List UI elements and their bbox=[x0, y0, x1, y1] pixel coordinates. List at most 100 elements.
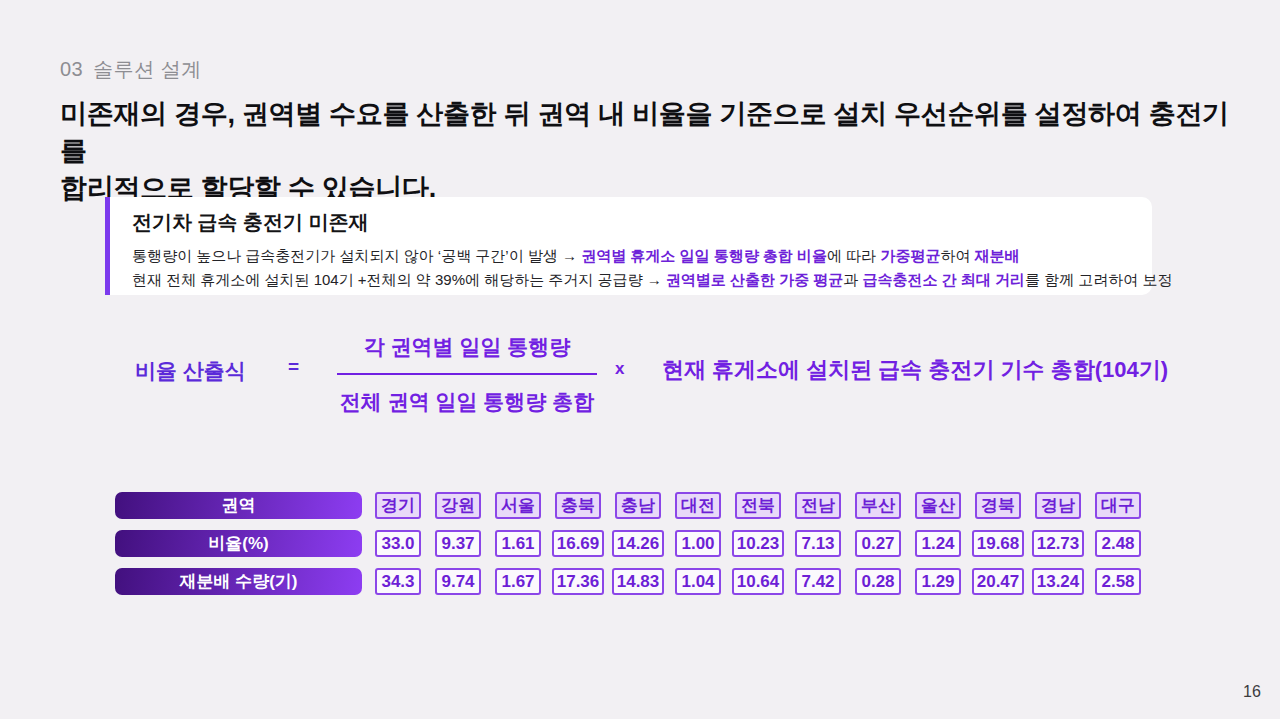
slide-page: 03 솔루션 설계 미존재의 경우, 권역별 수요를 산출한 뒤 권역 내 비율을… bbox=[0, 0, 1280, 719]
ratio-cell: 1.61 bbox=[495, 530, 541, 557]
text-segment: 하여 bbox=[940, 247, 974, 264]
highlight-segment: 급속충전소 간 최대 거리 bbox=[863, 271, 1026, 288]
row-header-region: 권역 bbox=[115, 492, 362, 519]
table-cell-slot: 강원 bbox=[428, 492, 488, 519]
region-cell: 충남 bbox=[615, 492, 661, 519]
text-segment: 통행량이 높으나 급속충전기가 설치되지 않아 ‘공백 구간’이 발생 → bbox=[132, 247, 581, 264]
table-cell-slot: 0.27 bbox=[848, 530, 908, 557]
ratio-cell: 12.73 bbox=[1032, 530, 1085, 557]
info-box: 전기차 급속 충전기 미존재 통행량이 높으나 급속충전기가 설치되지 않아 ‘… bbox=[105, 197, 1152, 295]
table-cell-slot: 20.47 bbox=[968, 568, 1028, 595]
table-cell-slot: 1.00 bbox=[668, 530, 728, 557]
table-cell-slot: 14.26 bbox=[608, 530, 668, 557]
count-cell: 1.67 bbox=[495, 568, 541, 595]
section-number: 03 bbox=[60, 58, 83, 80]
count-cells: 34.3 9.74 1.67 17.3614.83 1.04 10.64 7.42 0.28 1… bbox=[368, 568, 1148, 595]
table-row-count: 재분배 수량(기) 34.39.741.6717.3614.831.0410.6… bbox=[115, 568, 1148, 595]
table-cell-slot: 10.23 bbox=[728, 530, 788, 557]
region-cell: 부산 bbox=[855, 492, 901, 519]
count-cell: 10.64 bbox=[732, 568, 785, 595]
table-cell-slot: 부산 bbox=[848, 492, 908, 519]
ratio-cell: 10.23 bbox=[732, 530, 785, 557]
text-segment: 현재 전체 휴게소에 설치된 104기 +전체의 약 39%에 해당하는 주거지… bbox=[132, 271, 666, 288]
table-cell-slot: 33.0 bbox=[368, 530, 428, 557]
highlight-segment: 권역별로 산출한 가중 평균 bbox=[666, 271, 844, 288]
region-table: 권역 경기 강원 서울 충북 충남 대전 전북 전남 부산 울산 경북 경남 대구 비율(%) 33.0… bbox=[115, 492, 1148, 606]
highlight-segment: 재분배 bbox=[975, 247, 1020, 264]
section-title: 솔루션 설계 bbox=[93, 58, 202, 80]
region-cell: 서울 bbox=[495, 492, 541, 519]
ratio-cells: 33.0 9.37 1.61 16.69 14.26 1.00 10.23 7.13 0.27 1… bbox=[368, 530, 1148, 557]
ratio-cell: 1.00 bbox=[675, 530, 721, 557]
formula-fraction: 각 권역별 일일 통행량 전체 권역 일일 통행량 총합 bbox=[337, 333, 597, 416]
table-cell-slot: 19.68 bbox=[968, 530, 1028, 557]
formula-label: 비율 산출식 bbox=[135, 357, 246, 385]
row-header-ratio: 비율(%) bbox=[115, 530, 362, 557]
region-cell: 대전 bbox=[675, 492, 721, 519]
slide-heading: 미존재의 경우, 권역별 수요를 산출한 뒤 권역 내 비율을 기준으로 설치 … bbox=[60, 96, 1230, 207]
heading-line-1: 미존재의 경우, 권역별 수요를 산출한 뒤 권역 내 비율을 기준으로 설치 … bbox=[60, 96, 1230, 170]
page-number: 16 bbox=[1243, 683, 1261, 701]
table-cell-slot: 10.64 bbox=[728, 568, 788, 595]
table-cell-slot: 전남 bbox=[788, 492, 848, 519]
info-box-line-1: 통행량이 높으나 급속충전기가 설치되지 않아 ‘공백 구간’이 발생 → 권역… bbox=[132, 244, 1134, 268]
table-cell-slot: 경기 bbox=[368, 492, 428, 519]
region-cell: 울산 bbox=[915, 492, 961, 519]
multiply-sign: x bbox=[615, 359, 624, 379]
table-cell-slot: 7.42 bbox=[788, 568, 848, 595]
region-cell: 경남 bbox=[1035, 492, 1081, 519]
ratio-cell: 0.27 bbox=[855, 530, 901, 557]
text-segment: 를 함께 고려하여 보정 bbox=[1025, 271, 1173, 288]
count-cell: 17.36 bbox=[552, 568, 605, 595]
region-cell: 충북 bbox=[555, 492, 601, 519]
ratio-cell: 1.24 bbox=[915, 530, 961, 557]
formula-result: 현재 휴게소에 설치된 급속 충전기 기수 총합(104기) bbox=[662, 355, 1168, 385]
ratio-cell: 33.0 bbox=[375, 530, 421, 557]
count-cell: 9.74 bbox=[435, 568, 481, 595]
table-cell-slot: 경남 bbox=[1028, 492, 1088, 519]
table-cell-slot: 울산 bbox=[908, 492, 968, 519]
table-cell-slot: 충남 bbox=[608, 492, 668, 519]
region-cell: 전북 bbox=[735, 492, 781, 519]
region-cells: 경기 강원 서울 충북 충남 대전 전북 전남 부산 울산 경북 경남 대구 bbox=[368, 492, 1148, 519]
ratio-cell: 7.13 bbox=[795, 530, 841, 557]
region-cell: 전남 bbox=[795, 492, 841, 519]
info-box-line-2: 현재 전체 휴게소에 설치된 104기 +전체의 약 39%에 해당하는 주거지… bbox=[132, 268, 1134, 292]
count-cell: 1.29 bbox=[915, 568, 961, 595]
table-cell-slot: 14.83 bbox=[608, 568, 668, 595]
ratio-cell: 19.68 bbox=[972, 530, 1025, 557]
table-cell-slot: 1.24 bbox=[908, 530, 968, 557]
count-cell: 13.24 bbox=[1032, 568, 1085, 595]
table-cell-slot: 16.69 bbox=[548, 530, 608, 557]
count-cell: 1.04 bbox=[675, 568, 721, 595]
count-cell: 7.42 bbox=[795, 568, 841, 595]
table-cell-slot: 대전 bbox=[668, 492, 728, 519]
count-cell: 0.28 bbox=[855, 568, 901, 595]
ratio-cell: 14.26 bbox=[612, 530, 665, 557]
table-row-ratio: 비율(%) 33.0 9.37 1.61 16.69 14.26 1.00 10.23 7.1… bbox=[115, 530, 1148, 557]
section-kicker: 03 솔루션 설계 bbox=[60, 56, 202, 83]
region-cell: 강원 bbox=[435, 492, 481, 519]
table-cell-slot: 1.67 bbox=[488, 568, 548, 595]
table-cell-slot: 서울 bbox=[488, 492, 548, 519]
equals-sign: = bbox=[288, 356, 299, 378]
table-cell-slot: 17.36 bbox=[548, 568, 608, 595]
fraction-numerator: 각 권역별 일일 통행량 bbox=[337, 333, 597, 373]
table-cell-slot: 9.37 bbox=[428, 530, 488, 557]
table-cell-slot: 34.3 bbox=[368, 568, 428, 595]
count-cell: 34.3 bbox=[375, 568, 421, 595]
table-cell-slot: 대구 bbox=[1088, 492, 1148, 519]
table-row-region: 권역 경기 강원 서울 충북 충남 대전 전북 전남 부산 울산 경북 경남 대구 bbox=[115, 492, 1148, 519]
table-cell-slot: 0.28 bbox=[848, 568, 908, 595]
ratio-cell: 16.69 bbox=[552, 530, 605, 557]
table-cell-slot: 1.04 bbox=[668, 568, 728, 595]
count-cell: 2.58 bbox=[1095, 568, 1141, 595]
table-cell-slot: 경북 bbox=[968, 492, 1028, 519]
table-cell-slot: 13.24 bbox=[1028, 568, 1088, 595]
table-cell-slot: 1.29 bbox=[908, 568, 968, 595]
table-cell-slot: 전북 bbox=[728, 492, 788, 519]
text-segment: 에 따라 bbox=[827, 247, 880, 264]
table-cell-slot: 12.73 bbox=[1028, 530, 1088, 557]
table-cell-slot: 1.61 bbox=[488, 530, 548, 557]
table-cell-slot: 2.48 bbox=[1088, 530, 1148, 557]
